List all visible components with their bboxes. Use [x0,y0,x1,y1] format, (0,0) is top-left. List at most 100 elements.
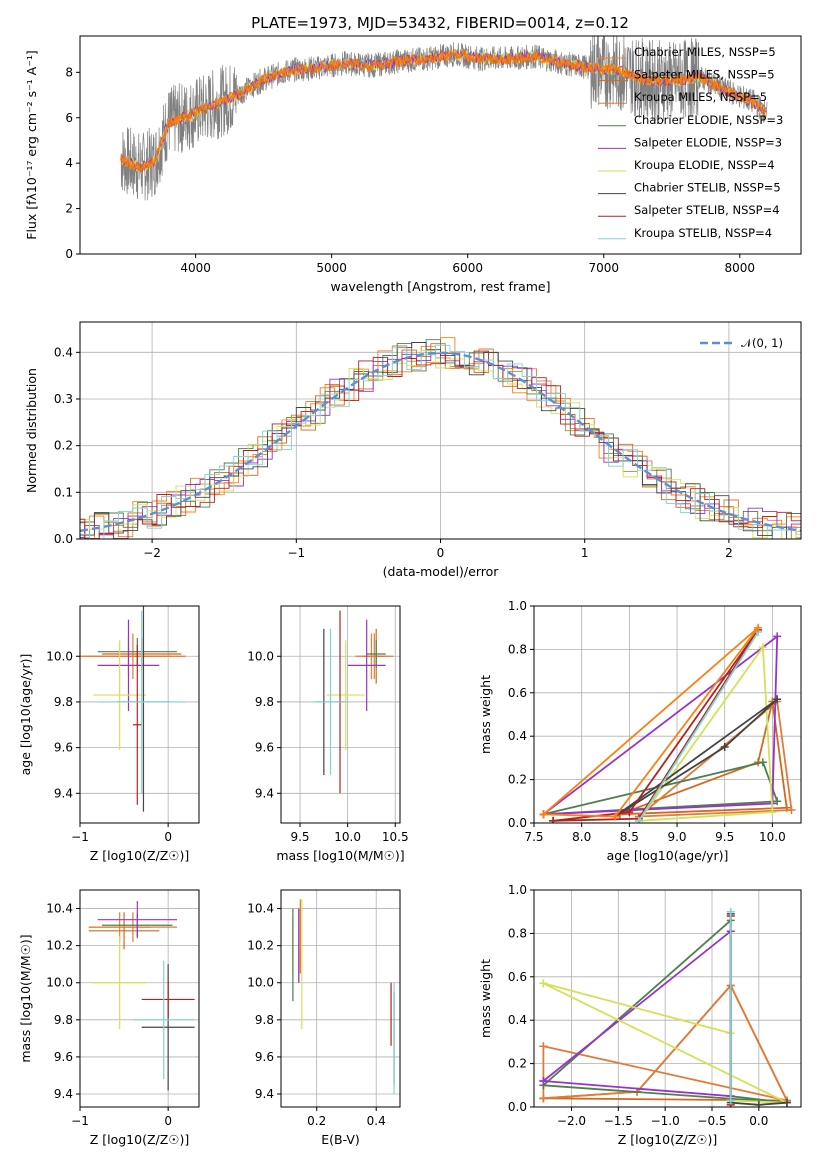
series-marker [782,1098,791,1107]
data-point [355,633,394,680]
y-tick-label: 1.0 [508,883,527,897]
y-tick-label: 6 [65,111,73,125]
series-marker [539,1042,548,1051]
x-tick-label: 10.0 [334,830,361,844]
gaussian-curve [80,351,801,532]
legend-entry: Salpeter MILES, NSSP=5 [634,68,775,82]
plot-area [539,907,791,1107]
y-tick-label: 9.6 [54,741,73,755]
data-point [97,610,186,794]
y-tick-label: 9.6 [255,741,274,755]
series-marker [768,808,777,817]
plot-area [80,606,186,812]
y-tick-label: 0.0 [508,1100,527,1114]
series-marker [539,1076,548,1085]
x-tick-label: 8000 [725,261,756,275]
y-tick-label: 9.4 [54,786,73,800]
y-tick-label: 0.2 [508,1057,527,1071]
x-tick-label: 4000 [180,261,211,275]
legend-entry: Kroupa ELODIE, NSSP=4 [634,158,775,172]
y-tick-label: 9.6 [255,1050,274,1064]
x-axis-label: mass [log10(M/M☉)] [276,848,404,863]
figure-title: PLATE=1973, MJD=53432, FIBERID=0014, z=0… [251,14,629,32]
panel-age_vs_mass: 9.5 10.0 10.5 9.4 9.6 9.8 10.0 mass [log10(M/M☉… [247,605,409,863]
series-line [638,699,793,818]
x-tick-label: 10.0 [759,830,786,844]
y-tick-label: 9.8 [255,1013,274,1027]
x-tick-label: −1.0 [651,1114,680,1128]
legend-entry: 𝒩(0, 1) [741,336,783,350]
axes-frame [280,889,401,1108]
y-tick-label: 0.3 [54,392,73,406]
x-tick-label: 0 [164,1114,172,1128]
x-tick-label: −2.0 [557,1114,586,1128]
series [634,643,777,823]
y-tick-label: 9.8 [54,695,73,709]
histogram-step-line [80,339,801,539]
legend-entry: Salpeter ELODIE, NSSP=3 [634,135,782,149]
series-marker [539,979,548,988]
x-tick-label: 5000 [316,261,347,275]
legend-entry: Salpeter STELIB, NSSP=4 [634,203,780,217]
panel-mass_vs_EBV: 0.2 0.4 9.4 9.6 9.8 10.0 10.2 10.4 E(B-V) [247,889,401,1147]
histogram-step-line [80,345,801,539]
data-point [97,901,177,939]
y-tick-label: 0.8 [508,926,527,940]
legend-entry: Chabrier MILES, NSSP=5 [634,45,776,59]
x-tick-label: −1.5 [604,1114,633,1128]
y-axis-label: mass [log10(M/M☉)] [18,934,33,1062]
x-tick-label: 1 [581,546,589,560]
y-tick-label: 9.4 [255,1087,274,1101]
histogram-step-line [80,343,801,539]
legend-entry: Kroupa MILES, NSSP=5 [634,90,767,104]
panel-spectrum: 4000 5000 6000 7000 8000 0 2 4 6 8 wavelength [Ang… [24,35,802,294]
legend-entry: Kroupa STELIB, NSSP=4 [634,226,772,240]
y-tick-label: 9.4 [54,1087,73,1101]
series-marker [754,1100,763,1107]
plot-area [539,623,796,823]
axes-frame [79,605,200,824]
series-marker [634,816,643,823]
y-tick-label: 0.6 [508,686,527,700]
data-point [326,640,365,750]
x-tick-label: 9.5 [715,830,734,844]
histogram-step-line [80,350,801,539]
series [726,907,735,1105]
series-line [542,983,789,1102]
axes-frame [79,321,802,540]
data-point [88,912,177,942]
y-axis-label: Flux [fλ10⁻¹⁷ erg cm⁻² s⁻¹ A⁻¹] [24,50,39,239]
axes-frame [280,605,401,824]
series [539,623,763,821]
data-point [80,633,186,680]
y-tick-label: 10.0 [46,976,73,990]
x-tick-label: 0.0 [749,1114,768,1128]
x-axis-label: age [log10(age/yr)] [607,848,729,863]
y-tick-label: 10.0 [247,649,274,663]
series-marker [758,758,767,767]
panel-weight_vs_Z: −2.0 −1.5 −1.0 −0.5 0.0 0.0 0.2 0.4 0.6 0.8 1.0 Z [… [478,883,802,1147]
plot-area [120,36,768,201]
x-tick-label: 0.4 [367,1114,386,1128]
x-axis-label: Z [log10(Z/Z☉)] [90,1132,190,1147]
panel-weight_vs_age: 7.5 8.0 8.5 9.0 9.5 10.0 0.0 0.2 0.4 0.6 0.8 1.0 age… [478,599,802,863]
series [634,628,763,823]
x-tick-label: 8.5 [620,830,639,844]
x-tick-label: 2 [725,546,733,560]
series-marker [773,797,782,806]
series-marker [625,808,634,817]
x-axis-label: Z [log10(Z/Z☉)] [90,848,190,863]
series-line [552,629,759,822]
data-point [88,912,160,950]
data-point [366,640,386,668]
y-tick-label: 0.4 [54,345,73,359]
x-tick-label: 0 [164,830,172,844]
panel-age_vs_Z: −1 0 9.4 9.6 9.8 10.0 Z [log10(Z/Z☉)] age [log1… [18,605,200,863]
series-marker [720,743,729,752]
y-tick-label: 10.2 [247,939,274,953]
y-axis-label: mass weight [478,959,493,1038]
axes-frame [533,889,802,1108]
y-tick-label: 9.8 [54,1013,73,1027]
y-tick-label: 0.2 [54,439,73,453]
